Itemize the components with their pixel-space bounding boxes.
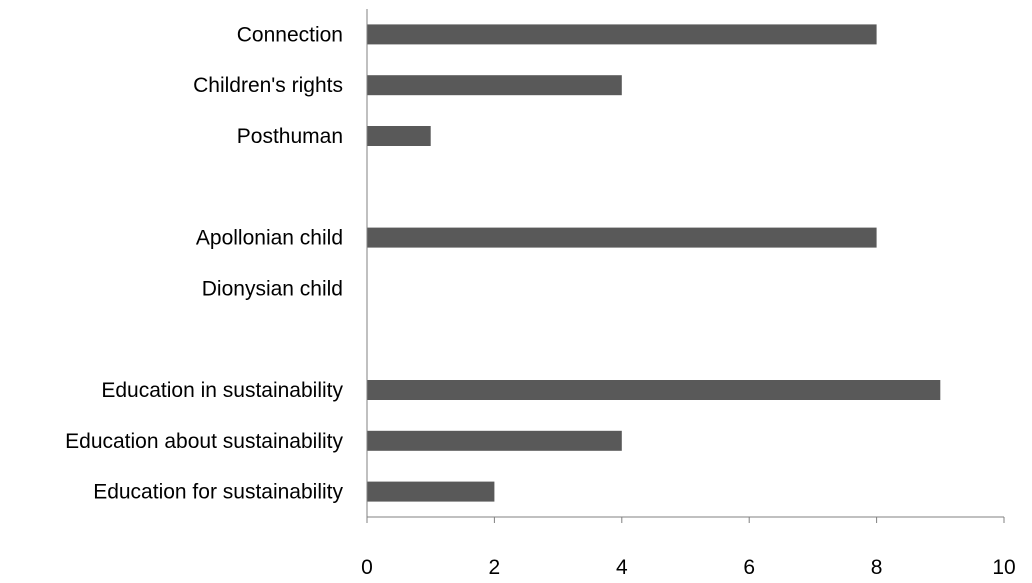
x-tick-labels: 0 2 4 6 8 10 xyxy=(361,556,1016,579)
category-label: Posthuman xyxy=(237,125,343,148)
category-label: Education for sustainability xyxy=(93,481,343,504)
category-label: Dionysian child xyxy=(202,277,343,300)
category-label: Apollonian child xyxy=(196,227,343,250)
category-label: Children's rights xyxy=(193,74,343,97)
x-tick-label: 0 xyxy=(361,556,373,578)
bar xyxy=(367,227,877,248)
category-labels: Connection Children's rights Posthuman Apol… xyxy=(65,23,343,503)
bar xyxy=(367,75,622,96)
bars-layer xyxy=(367,24,941,502)
axes xyxy=(366,9,1005,523)
bar xyxy=(367,24,877,45)
x-tick-label: 2 xyxy=(489,556,501,578)
x-tick-label: 6 xyxy=(743,556,755,578)
category-label: Connection xyxy=(237,23,343,46)
bar xyxy=(367,380,941,400)
x-tick-label: 8 xyxy=(871,556,883,578)
bar xyxy=(367,481,495,502)
bar xyxy=(367,126,431,146)
category-label: Education about sustainability xyxy=(65,430,343,453)
x-tick-label: 4 xyxy=(616,556,628,578)
bar xyxy=(367,430,622,451)
category-label: Education in sustainability xyxy=(101,379,343,402)
x-tick-label: 10 xyxy=(992,556,1015,578)
